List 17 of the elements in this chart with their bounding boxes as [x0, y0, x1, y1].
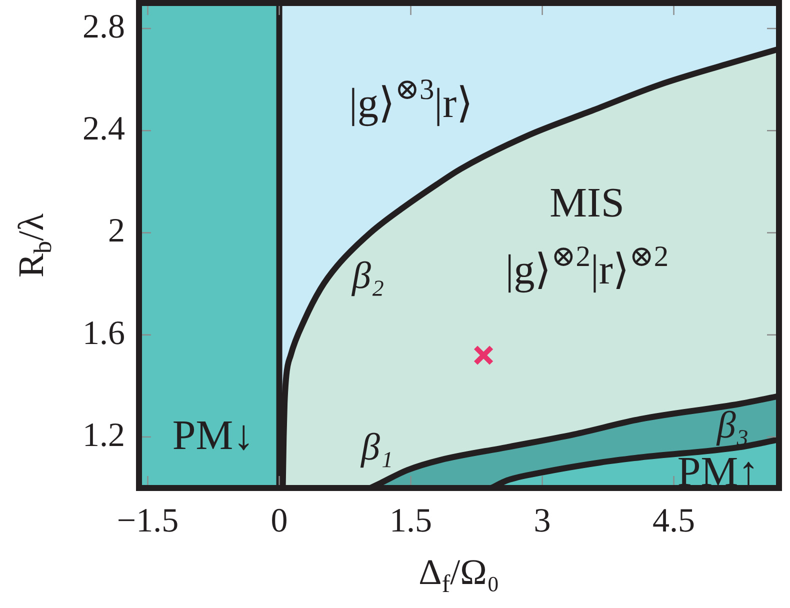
x-tick-label: 4.5 [652, 502, 696, 540]
series-label: β₂ [351, 254, 384, 297]
y-tick-label: 1.2 [82, 416, 125, 454]
annotation: PM↑ [677, 449, 760, 496]
x-tick-label: 1.5 [390, 502, 432, 540]
y-tick-label: 2.4 [82, 110, 125, 148]
annotation: PM↓ [172, 412, 254, 459]
series-label: β₁ [360, 426, 394, 469]
x-tick-label: −1.5 [116, 502, 179, 540]
y-tick-label: 2.8 [82, 8, 125, 46]
y-axis-title: Rb/λ [11, 212, 57, 278]
x-tick-label: 3 [534, 502, 551, 540]
annotation: MIS [550, 180, 624, 227]
series-label: β₃ [716, 404, 749, 446]
y-tick-label: 1.6 [82, 314, 125, 352]
y-tick-label: 2 [108, 212, 125, 250]
x-tick-label: 0 [270, 502, 288, 540]
